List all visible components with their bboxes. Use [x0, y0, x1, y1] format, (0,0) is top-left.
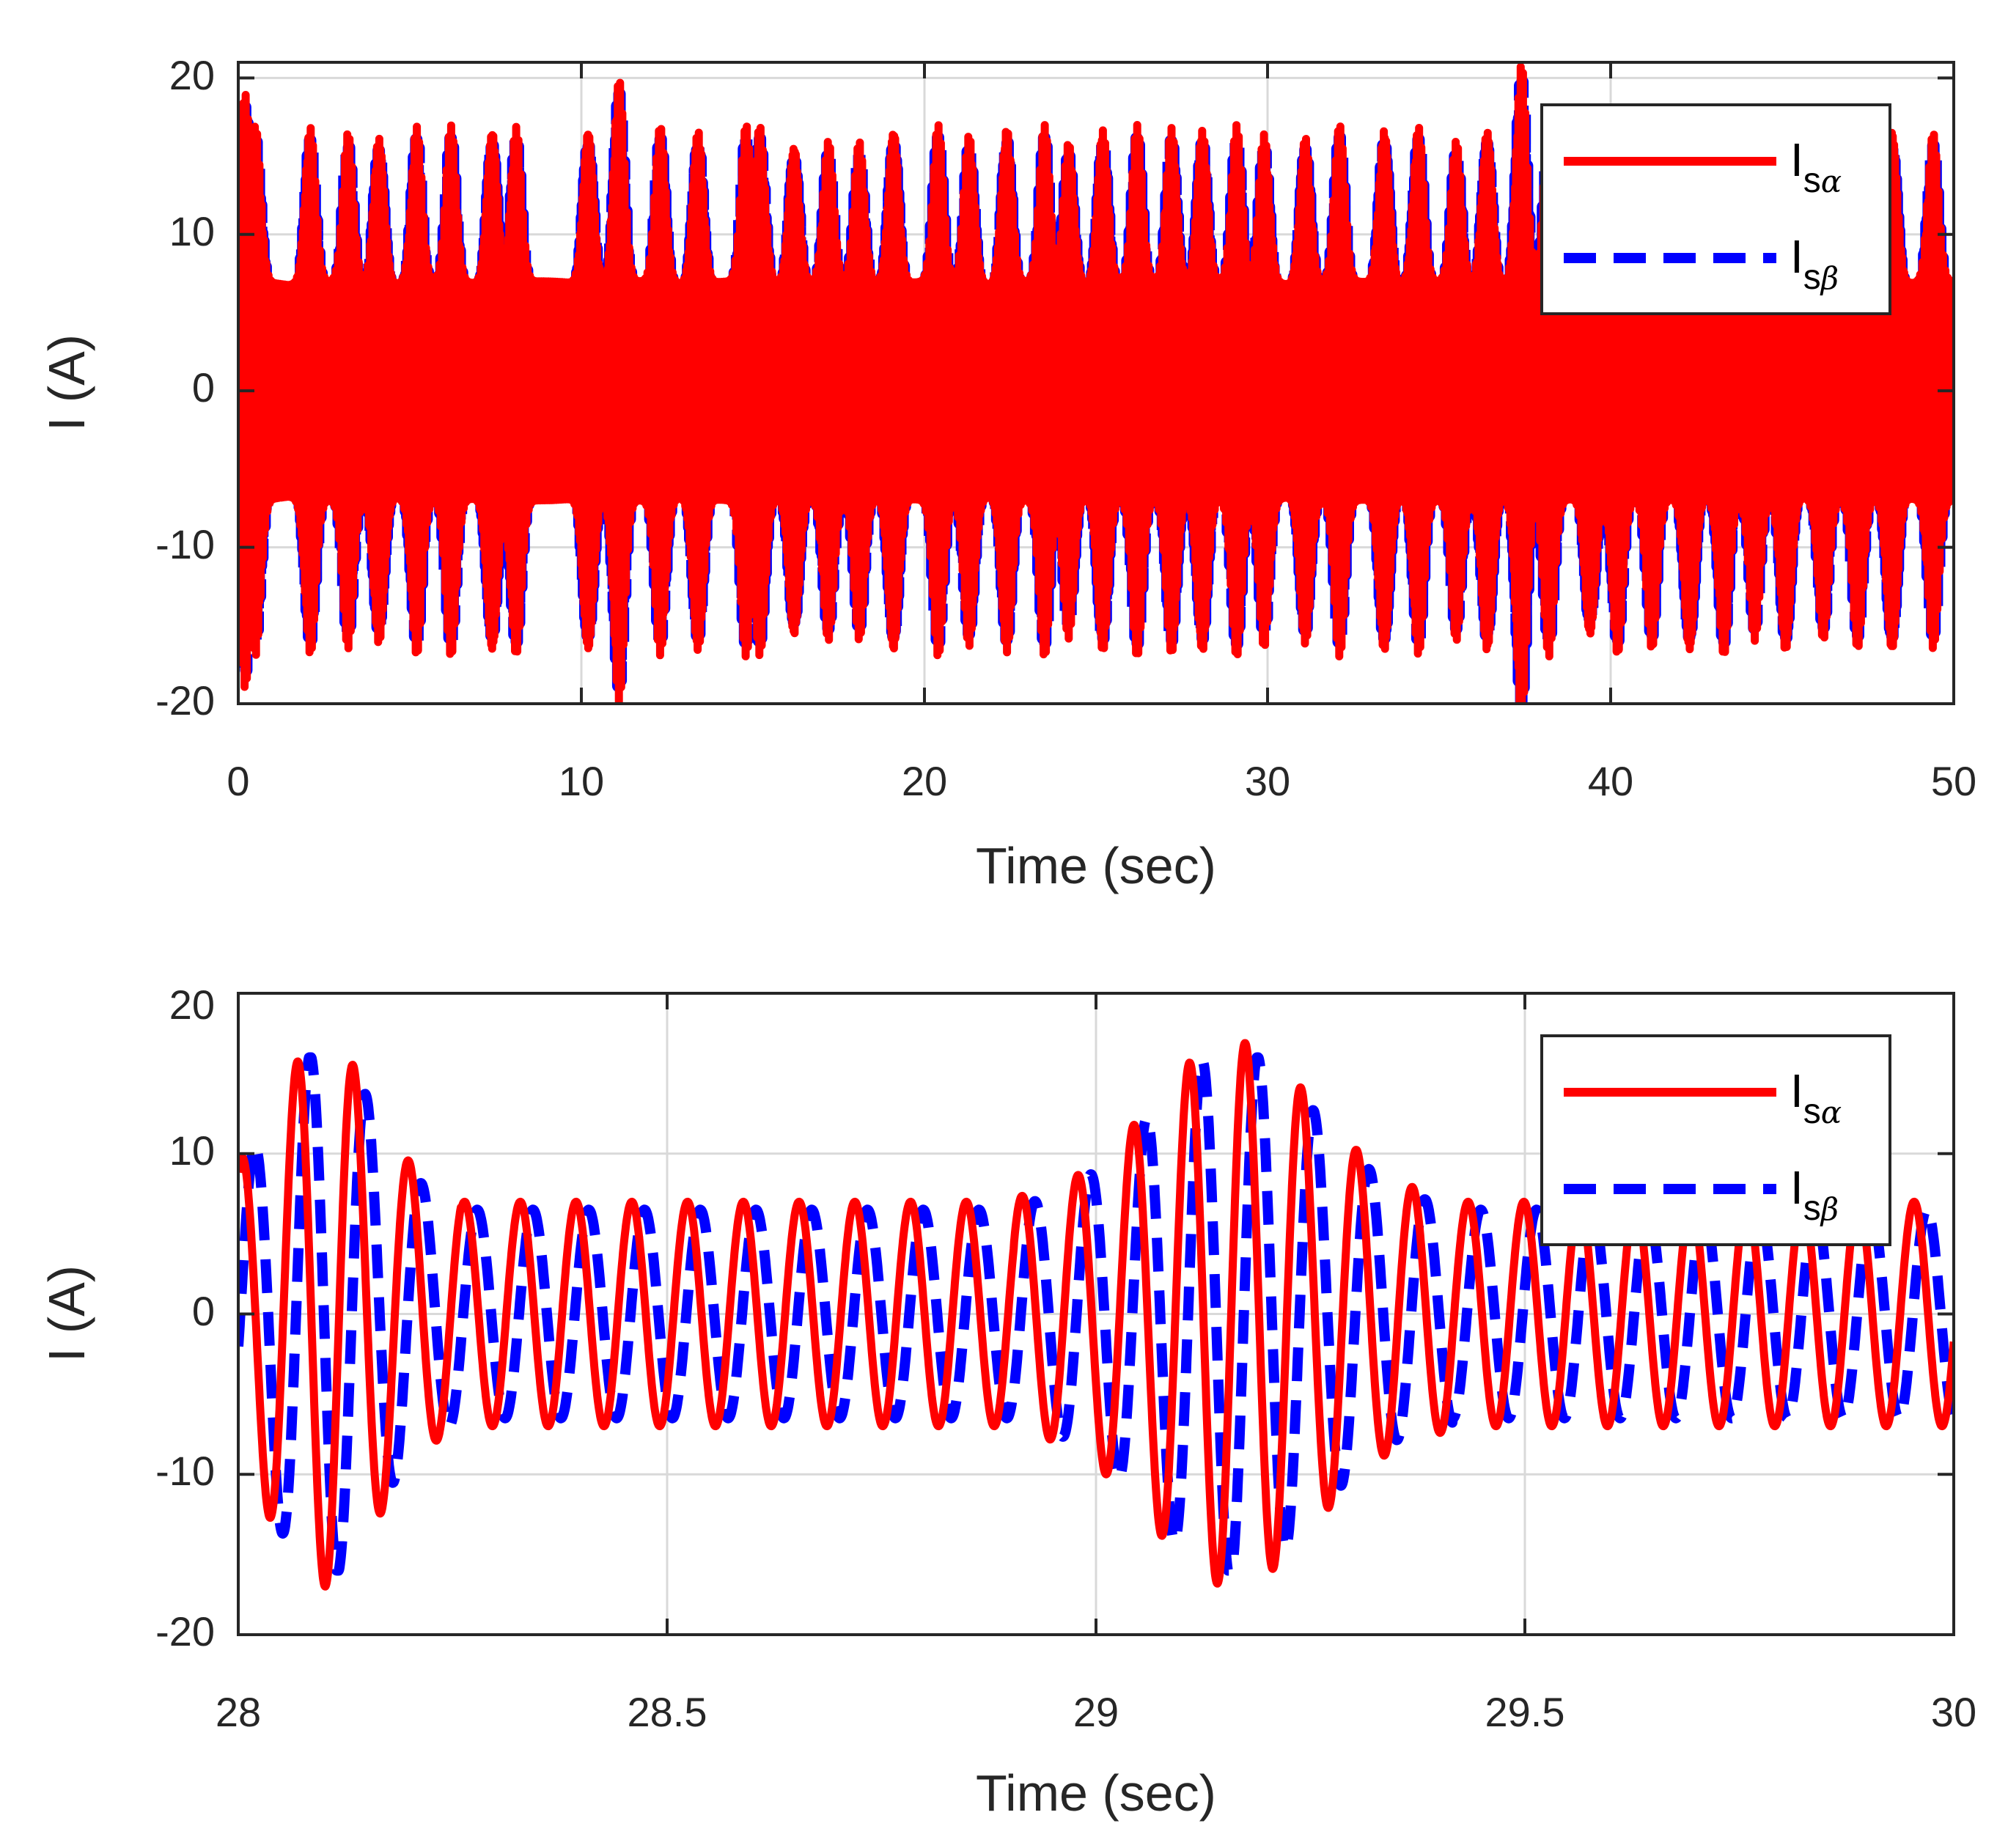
- y-tick-label: 20: [169, 982, 215, 1028]
- legend: Isα Isβ: [1540, 103, 1891, 315]
- legend: Isα Isβ: [1540, 1034, 1891, 1246]
- series-line-isbeta: [238, 1052, 1954, 1576]
- x-tick-label: 30: [1245, 758, 1290, 804]
- y-tick-labels: -20 -10 0 10 20: [155, 52, 215, 724]
- y-tick-label: 10: [169, 208, 215, 254]
- series-line-isalpha: [238, 62, 1954, 704]
- y-axis-label: I (A): [38, 1265, 95, 1362]
- x-tick-label: 30: [1931, 1689, 1976, 1735]
- legend-entry-isbeta: Isβ: [1790, 1161, 1839, 1228]
- series-group: [238, 62, 1954, 704]
- axes-box: [237, 61, 1955, 705]
- x-axis-label: Time (sec): [976, 837, 1216, 894]
- x-tick-label: 29: [1073, 1689, 1119, 1735]
- legend-box: [1540, 103, 1891, 315]
- x-tick-labels: 28 28.5 29 29.5 30: [216, 1689, 1976, 1735]
- series-group: [238, 1039, 1954, 1591]
- x-tick-label: 29.5: [1485, 1689, 1565, 1735]
- y-tick-label: -10: [155, 1448, 215, 1494]
- series-line-isalpha: [238, 1039, 1954, 1591]
- x-tick-label: 10: [559, 758, 604, 804]
- y-tick-label: 20: [169, 52, 215, 98]
- y-tick-label: 10: [169, 1127, 215, 1174]
- x-tick-labels: 0 10 20 30 40 50: [227, 758, 1976, 804]
- top-chart: 0 10 20 30 40 50 -20 -10 0 10 20 Time (s…: [38, 52, 1976, 894]
- y-tick-label: -20: [155, 677, 215, 724]
- y-tick-label: -10: [155, 521, 215, 567]
- tick-marks: [237, 62, 1955, 705]
- x-tick-label: 40: [1588, 758, 1633, 804]
- x-tick-label: 28: [216, 1689, 261, 1735]
- x-axis-label: Time (sec): [976, 1764, 1216, 1822]
- legend-entry-isalpha: Isα: [1790, 133, 1842, 200]
- x-tick-label: 0: [227, 758, 249, 804]
- bottom-chart: 28 28.5 29 29.5 30 -20 -10 0 10 20 Time …: [38, 982, 1976, 1822]
- x-tick-label: 50: [1931, 758, 1976, 804]
- y-tick-label: -20: [155, 1608, 215, 1654]
- y-tick-label: 0: [192, 364, 215, 411]
- y-axis-label: I (A): [38, 334, 95, 431]
- legend-entry-isbeta: Isβ: [1790, 230, 1839, 297]
- x-tick-label: 28.5: [628, 1689, 707, 1735]
- tick-marks: [237, 992, 1955, 1636]
- y-tick-label: 0: [192, 1288, 215, 1334]
- y-tick-labels: -20 -10 0 10 20: [155, 982, 215, 1654]
- legend-box: [1540, 1034, 1891, 1246]
- x-tick-label: 20: [902, 758, 947, 804]
- legend-entry-isalpha: Isα: [1790, 1064, 1842, 1131]
